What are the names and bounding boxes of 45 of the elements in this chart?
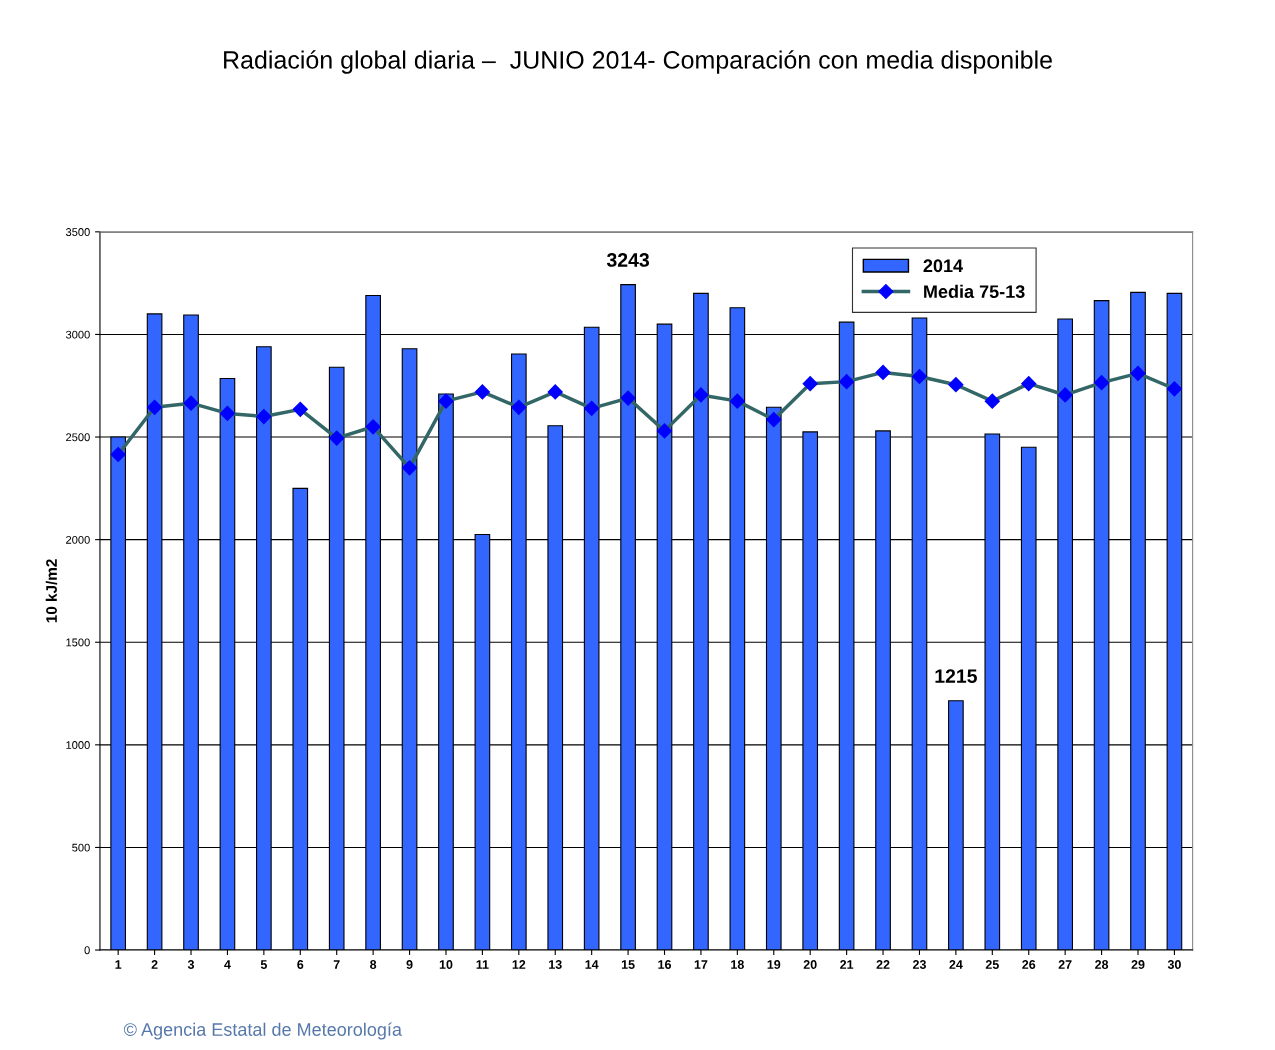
x-tick-label: 19 bbox=[767, 960, 781, 969]
x-tick-label: 11 bbox=[476, 960, 489, 969]
y-tick-label: 3000 bbox=[65, 330, 90, 339]
x-tick-label: 28 bbox=[1095, 960, 1109, 969]
x-tick-label: 22 bbox=[876, 960, 890, 969]
x-tick-label: 6 bbox=[297, 960, 304, 969]
x-tick-label: 26 bbox=[1022, 960, 1036, 969]
legend-label: Media 75-13 bbox=[924, 284, 1025, 299]
x-tick-label: 24 bbox=[949, 960, 963, 969]
text: © Agencia Estatal de Meteorología bbox=[123, 1022, 402, 1040]
x-tick-label: 20 bbox=[803, 960, 817, 969]
x-tick-label: 21 bbox=[840, 960, 854, 969]
x-tick-label: 10 bbox=[439, 960, 453, 969]
x-tick-label: 7 bbox=[333, 960, 340, 969]
x-tick-label: 15 bbox=[621, 960, 635, 969]
y-axis-title: 10 kJ/m2 bbox=[45, 559, 58, 623]
x-tick-label: 30 bbox=[1167, 960, 1181, 969]
y-tick-label: 2500 bbox=[66, 433, 90, 442]
x-tick-label: 29 bbox=[1131, 960, 1145, 969]
x-tick-label: 4 bbox=[224, 960, 231, 969]
x-tick-label: 27 bbox=[1058, 960, 1072, 969]
data-label: 1215 bbox=[935, 669, 977, 683]
y-tick-label: 2000 bbox=[66, 535, 90, 544]
y-tick-label: 1000 bbox=[66, 741, 90, 749]
x-tick-label: 1 bbox=[115, 960, 122, 969]
x-tick-label: 9 bbox=[406, 960, 413, 969]
x-tick-label: 2 bbox=[151, 960, 158, 969]
y-tick-label: 500 bbox=[72, 843, 90, 852]
y-tick-label: 3500 bbox=[65, 228, 90, 236]
x-tick-label: 3 bbox=[187, 960, 195, 969]
x-tick-label: 14 bbox=[585, 960, 599, 969]
x-tick-label: 5 bbox=[260, 960, 267, 969]
x-tick-label: 23 bbox=[912, 960, 926, 969]
legend-label: 2014 bbox=[923, 259, 963, 273]
x-tick-label: 17 bbox=[694, 960, 708, 969]
y-tick-label: 0 bbox=[84, 946, 90, 955]
data-label: 3243 bbox=[606, 253, 650, 267]
chart-title: Radiación global diaria – JUNIO 2014- Comparación con media disponible bbox=[224, 50, 1052, 74]
x-tick-label: 16 bbox=[658, 960, 672, 969]
y-tick-label: 1500 bbox=[66, 638, 90, 647]
x-tick-label: 18 bbox=[731, 960, 744, 969]
x-tick-label: 12 bbox=[512, 960, 526, 969]
x-tick-label: 8 bbox=[370, 960, 377, 969]
x-tick-label: 25 bbox=[985, 960, 999, 969]
x-tick-label: 13 bbox=[549, 960, 562, 969]
